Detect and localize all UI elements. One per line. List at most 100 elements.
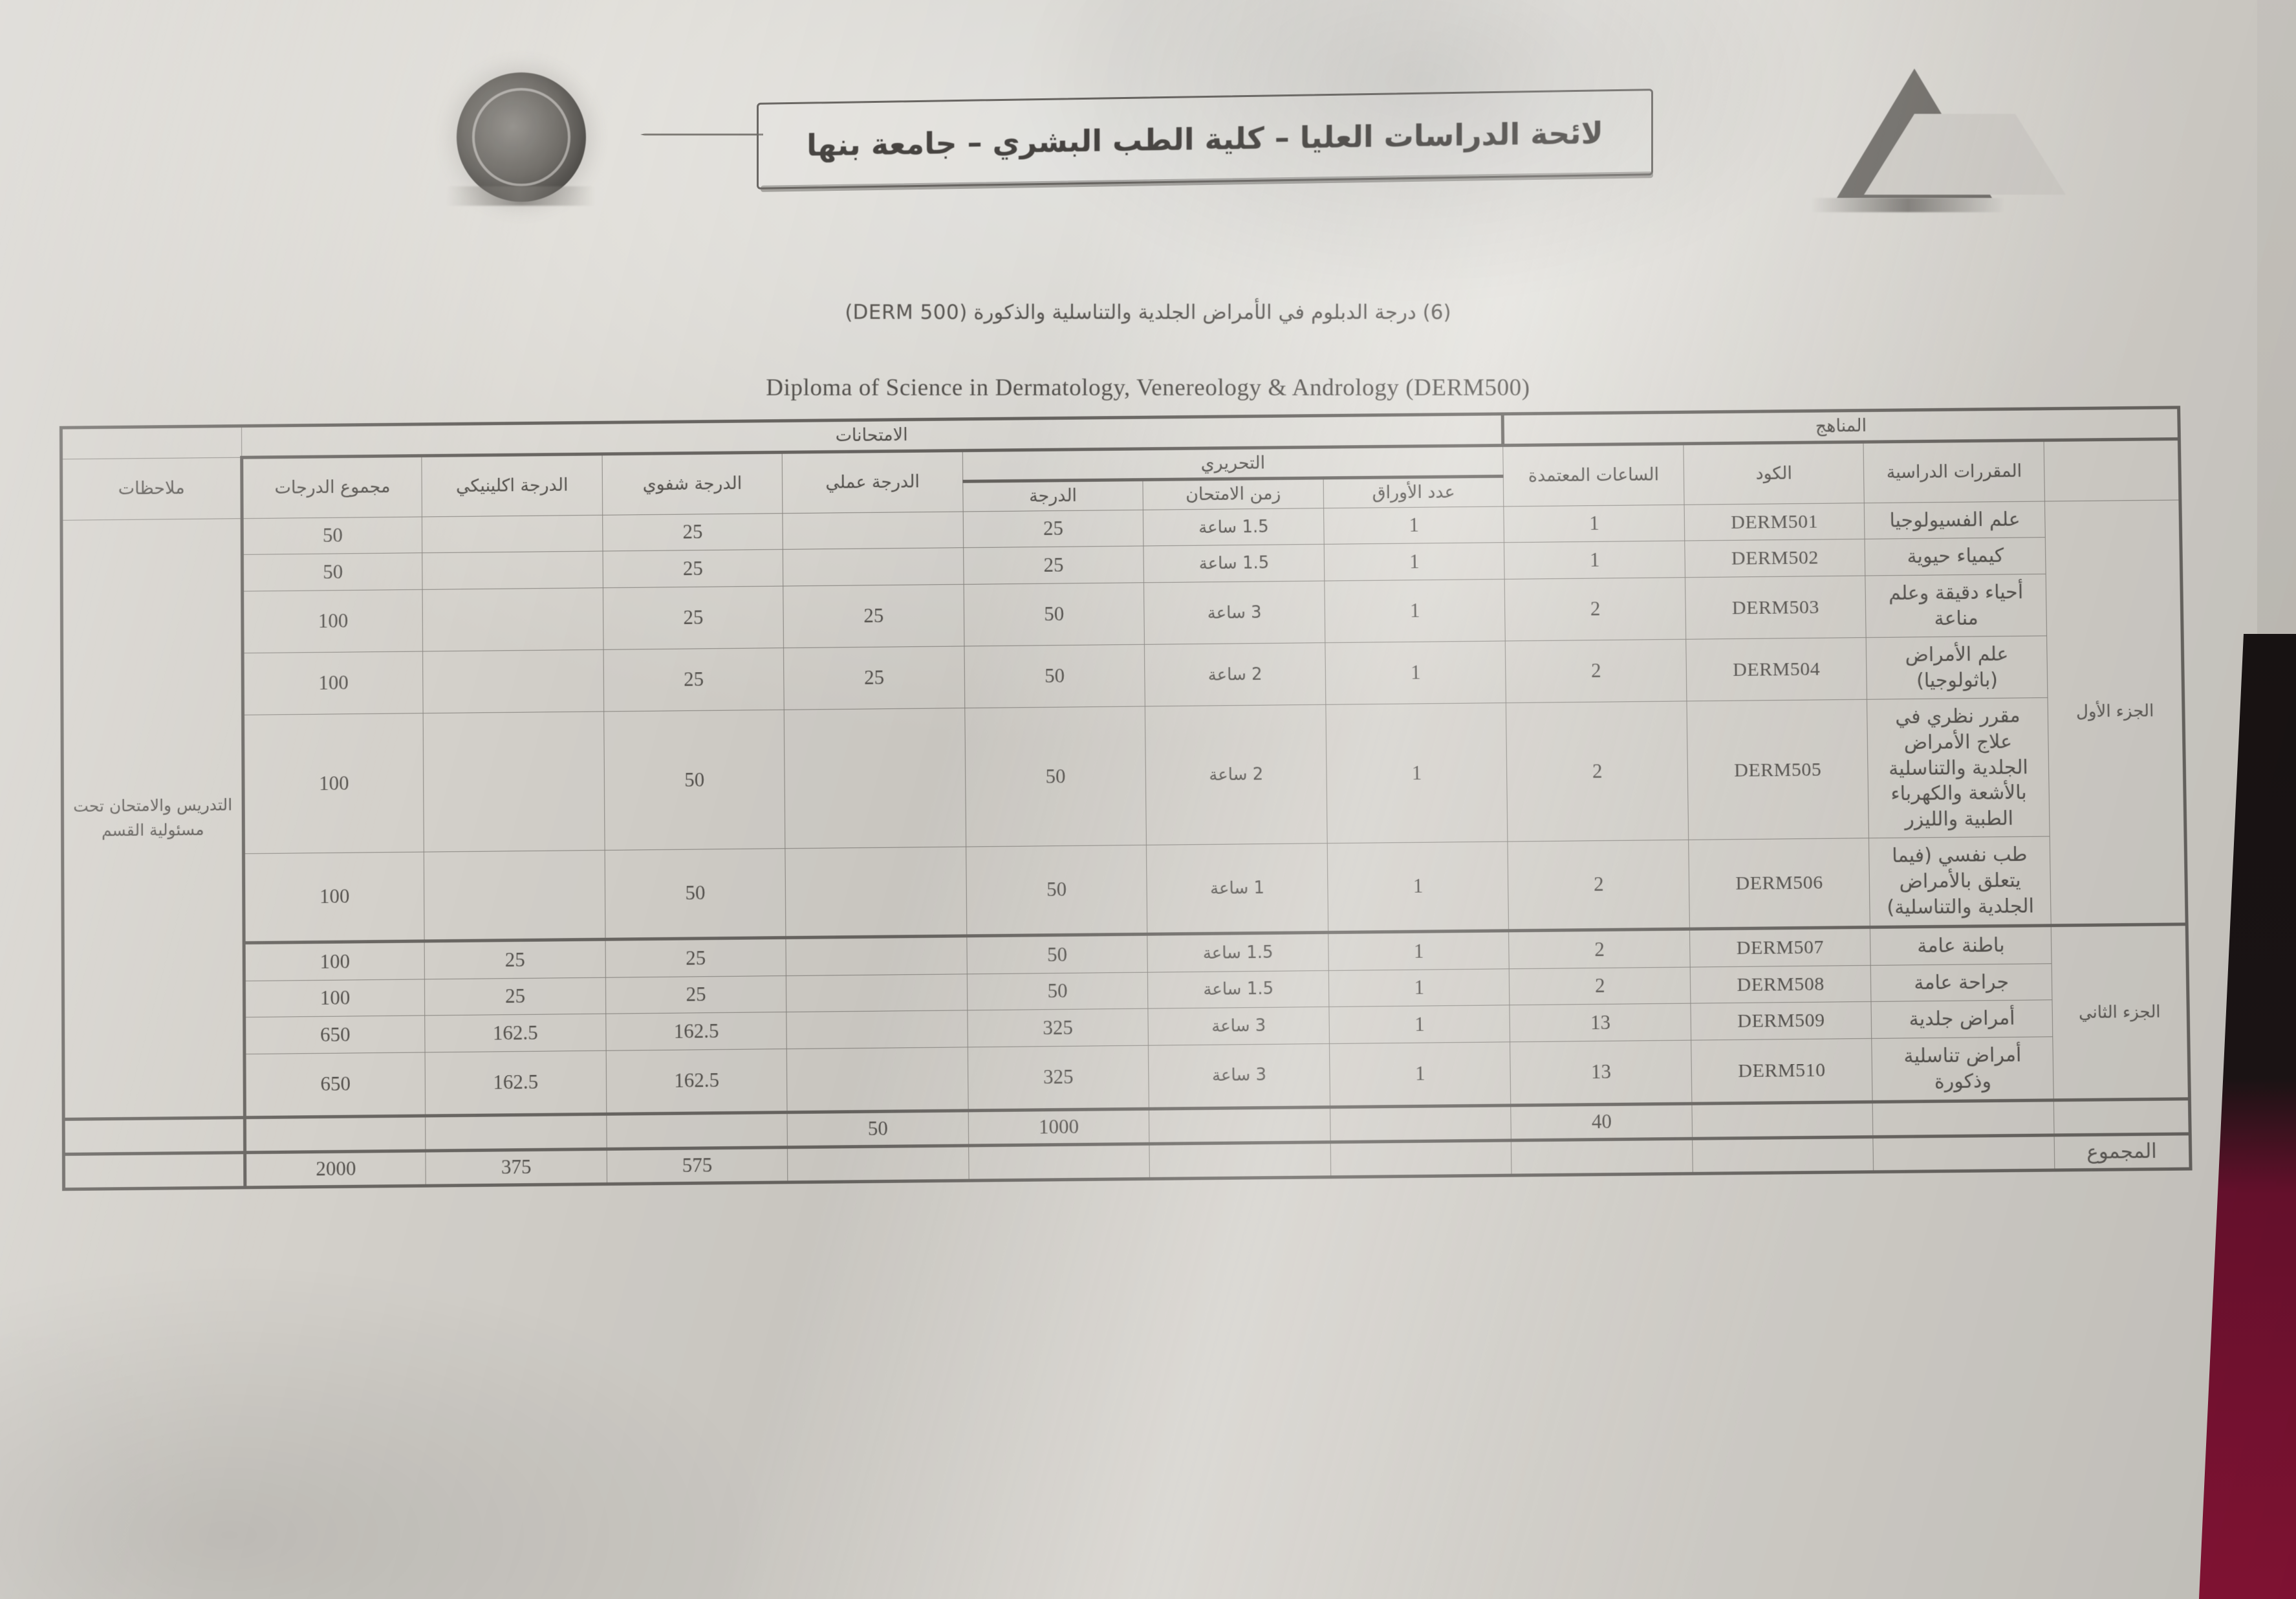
grand-total-course-cell [1873,1135,2055,1172]
course-code-cell: DERM506 [1688,838,1870,930]
written-time-cell: 1 ساعة [1146,843,1328,935]
subtotal-clinical-cell [425,1114,607,1151]
written-mark-cell: 25 [962,510,1144,549]
oral-mark-cell: 25 [605,975,787,1014]
grand-total-oral-cell: 575 [606,1147,788,1184]
clinical-mark-cell [423,712,605,853]
credit-hours-cell: 2 [1509,966,1691,1006]
practical-mark-cell [784,708,966,849]
grand-total-marks-cell: 2000 [244,1151,426,1188]
written-mark-cell: 50 [966,934,1148,974]
table-body: الجزء الأول علم الفسيولوجيا DERM501 1 1 1.5 س… [61,499,2191,1190]
written-time-cell: 2 ساعة [1145,704,1328,845]
emblem-shadow [1811,198,2005,212]
credit-hours-cell: 13 [1510,1003,1691,1042]
course-name-cell: أمراض جلدية [1871,1000,2053,1039]
subtotal-part-cell [2053,1098,2191,1135]
practical-mark-cell [783,548,964,587]
header-written-time: زمن الامتحان [1143,478,1324,510]
oral-mark-cell: 162.5 [605,1012,787,1051]
course-name-cell: علم الفسيولوجيا [1864,501,2046,539]
notes-cell: التدريس والامتحان تحت مسئولية القسم [61,518,245,1120]
clinical-mark-cell [422,587,603,652]
written-time-cell: 2 ساعة [1144,642,1326,707]
subtotal-papers-cell [1330,1105,1511,1142]
written-time-cell: 1.5 ساعة [1143,544,1325,583]
written-papers-cell: 1 [1325,641,1506,705]
clinical-mark-cell [422,551,603,590]
program-title-english: Diploma of Science in Dermatology, Vener… [766,375,1530,401]
header-code: الكود [1683,441,1865,505]
written-mark-cell: 325 [968,1045,1149,1111]
written-mark-cell: 50 [966,845,1148,937]
course-code-cell: DERM505 [1686,699,1869,840]
seal-shadow [446,186,595,206]
course-name-cell: علم الأمراض (باثولوجيا) [1866,636,2048,700]
subtotal-total-cell [244,1116,426,1153]
course-name-cell: باطنة عامة [1870,925,2052,966]
course-code-cell: DERM502 [1684,539,1866,578]
clinical-mark-cell [422,515,603,554]
written-papers-cell: 1 [1325,703,1508,844]
course-code-cell: DERM504 [1685,637,1867,702]
document-header: لائحة الدراسات العليا – كلية الطب البشري… [446,39,2102,213]
total-marks-cell: 50 [241,516,422,555]
grand-total-hours-cell [1511,1138,1693,1176]
subtotal-code-cell [1691,1102,1874,1139]
written-papers-cell: 1 [1327,842,1509,933]
benha-university-seal-icon [457,72,586,202]
total-marks-cell: 100 [243,713,424,854]
clinical-mark-cell: 162.5 [424,1014,606,1052]
header-written-mark: الدرجة [962,479,1143,512]
header-oral: الدرجة شفوي [601,451,783,516]
header-clinical: الدرجة اكلينيكي [422,453,603,517]
written-time-cell: 1.5 ساعة [1143,508,1325,547]
written-papers-cell: 1 [1328,968,1510,1007]
subtotal-practical-cell: 50 [787,1111,969,1148]
written-mark-cell: 50 [967,972,1149,1011]
oral-mark-cell: 25 [603,647,785,712]
practical-mark-cell [786,936,968,976]
course-name-cell: مقرر نظري في علاج الأمراض الجلدية والتنا… [1867,698,2050,839]
course-code-cell: DERM510 [1691,1038,1873,1104]
total-marks-cell: 100 [243,941,425,981]
grand-total-label: المجموع [2054,1133,2191,1170]
total-marks-cell: 50 [242,553,423,592]
written-papers-cell: 1 [1328,1005,1511,1044]
grand-total-written-cell [968,1144,1150,1181]
credit-hours-cell: 2 [1505,639,1687,704]
clinical-mark-cell: 25 [424,977,606,1016]
total-marks-cell: 100 [242,589,423,653]
program-title-arabic: (6) درجة الدبلوم في الأمراض الجلدية والت… [845,301,1451,324]
credit-hours-cell: 2 [1506,701,1689,842]
written-mark-cell: 325 [967,1008,1149,1047]
header-ribbon-text: لائحة الدراسات العليا – كلية الطب البشري… [807,115,1603,163]
grand-total-clinical-cell: 375 [426,1149,607,1186]
course-name-cell: جراحة عامة [1870,963,2052,1002]
subtotal-oral-cell [606,1112,788,1149]
part-two-label: الجزء الثاني [2051,924,2190,1100]
oral-mark-cell: 25 [602,549,784,588]
written-mark-cell: 50 [964,644,1145,709]
photo-edge-top [2257,0,2296,647]
course-name-cell: طب نفسي (فيما يتعلق بالأمراض الجلدية وال… [1868,836,2052,928]
course-code-cell: DERM501 [1684,503,1865,541]
grand-total-papers-cell [1330,1140,1512,1177]
credit-hours-cell: 2 [1504,577,1686,642]
written-time-cell: 1.5 ساعة [1147,932,1329,972]
practical-mark-cell: 25 [783,646,965,710]
practical-mark-cell [786,974,968,1012]
practical-mark-cell [785,847,967,938]
written-papers-cell: 1 [1328,931,1510,971]
credit-hours-cell: 13 [1510,1040,1692,1106]
course-code-cell: DERM509 [1690,1001,1872,1041]
curriculum-table: المناهج الامتحانات المقررات الدراسية الك… [59,406,2193,1191]
oral-mark-cell: 50 [604,849,786,940]
written-papers-cell: 1 [1324,543,1505,582]
grand-total-practical-cell [787,1146,969,1182]
header-credit-hours: الساعات المعتمدة [1503,443,1684,506]
total-marks-cell: 100 [243,852,425,943]
header-courses: المقررات الدراسية [1863,440,2045,503]
practical-mark-cell [786,1047,969,1113]
